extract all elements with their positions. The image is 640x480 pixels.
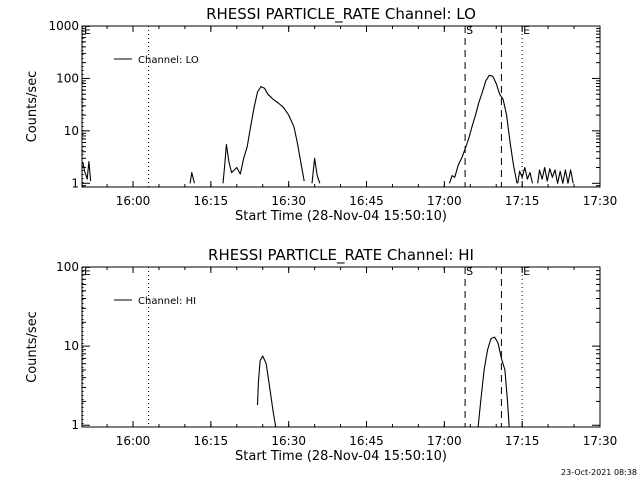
y-tick-label: 1 (71, 418, 79, 432)
time-marker-label: S (466, 265, 473, 278)
x-tick-label: 16:45 (349, 194, 384, 208)
series-line-lo (517, 166, 534, 184)
series-line-lo (82, 160, 92, 182)
x-tick-label: 17:30 (583, 194, 618, 208)
series-line-lo (311, 157, 321, 184)
x-tick-label: 16:00 (116, 194, 151, 208)
series-line-lo (537, 166, 574, 184)
time-marker-label: S (466, 24, 473, 37)
chart-title: RHESSI PARTICLE_RATE Channel: HI (208, 246, 474, 265)
chart-title: RHESSI PARTICLE_RATE Channel: LO (206, 5, 476, 24)
x-tick-label: 16:15 (194, 434, 229, 448)
series-line-lo (189, 172, 195, 184)
x-tick-label: 17:00 (427, 194, 462, 208)
y-tick-label: 1 (71, 176, 79, 190)
y-tick-label: 10 (64, 124, 79, 138)
chart-panel-lo: RHESSI PARTICLE_RATE Channel: LOS E E 16:00… (25, 5, 617, 224)
series-line-lo (222, 86, 305, 184)
time-marker-label: E (523, 24, 530, 37)
time-marker-label: E (523, 265, 530, 278)
chart-panel-hi: RHESSI PARTICLE_RATE Channel: HIS E E 16:00… (25, 246, 617, 464)
x-tick-label: 16:00 (116, 434, 151, 448)
chart-timestamp: 23-Oct-2021 08:38 (561, 468, 637, 477)
x-axis-label: Start Time (28-Nov-04 15:50:10) (235, 209, 447, 224)
y-tick-label: 1000 (48, 19, 79, 33)
x-tick-label: 16:30 (271, 434, 306, 448)
x-tick-label: 16:30 (271, 194, 306, 208)
x-tick-label: 17:15 (505, 194, 540, 208)
series-line-hi (477, 336, 510, 428)
x-tick-label: 16:45 (349, 434, 384, 448)
y-tick-label: 100 (56, 71, 79, 85)
x-tick-label: 16:15 (194, 194, 229, 208)
x-tick-label: 17:00 (427, 434, 462, 448)
time-marker-label: E (84, 265, 91, 278)
series-line-lo (448, 74, 518, 184)
legend-entry: Channel: HI (138, 296, 196, 307)
x-axis-label: Start Time (28-Nov-04 15:50:10) (235, 449, 447, 464)
y-tick-label: 10 (64, 339, 79, 353)
y-tick-label: 100 (56, 260, 79, 274)
y-axis-label: Counts/sec (25, 71, 40, 143)
y-axis-label: Counts/sec (25, 311, 40, 383)
x-tick-label: 17:30 (583, 434, 618, 448)
x-tick-label: 17:15 (505, 434, 540, 448)
series-line-hi (256, 355, 277, 428)
time-marker-label: E (84, 24, 91, 37)
legend-entry: Channel: LO (138, 55, 199, 66)
